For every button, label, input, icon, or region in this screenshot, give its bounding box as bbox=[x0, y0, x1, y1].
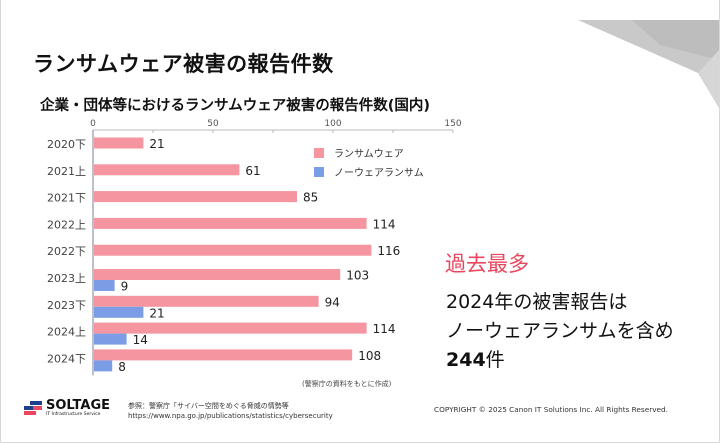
bar-value-label: 116 bbox=[377, 244, 400, 258]
message-line1: 2024年の被害報告は bbox=[446, 291, 628, 313]
ransomware-bar bbox=[94, 137, 144, 149]
noware-ransom-bar bbox=[94, 306, 144, 318]
y-category-label: 2021上 bbox=[47, 165, 86, 178]
bar-value-label: 8 bbox=[118, 360, 126, 374]
source-line1: 参照：警察庁「サイバー空間をめぐる脅威の情勢等 bbox=[128, 402, 289, 410]
ransomware-bar bbox=[94, 164, 240, 176]
y-category-label: 2020下 bbox=[47, 138, 86, 151]
x-tick-label: 50 bbox=[207, 119, 219, 129]
x-tick-label: 150 bbox=[444, 119, 461, 129]
chart-note: (警察庁の資料をもとに作成) bbox=[302, 380, 392, 388]
y-category-label: 2021下 bbox=[47, 192, 86, 205]
legend-swatch bbox=[314, 148, 324, 158]
soltage-logo: SOLTAGE IT Infrastructure Service bbox=[24, 399, 110, 417]
bar-value-label: 9 bbox=[121, 280, 129, 294]
legend-label: ノーウェアランサム bbox=[334, 167, 424, 179]
legend-swatch bbox=[314, 167, 324, 177]
source-url[interactable]: https://www.npa.go.jp/publications/stati… bbox=[128, 412, 333, 420]
noware-ransom-bar bbox=[94, 333, 127, 345]
bar-value-label: 14 bbox=[133, 333, 148, 347]
ransomware-bar bbox=[94, 349, 353, 361]
message-unit: 件 bbox=[485, 349, 505, 371]
ransomware-bar bbox=[94, 244, 372, 256]
y-category-label: 2022上 bbox=[47, 218, 86, 231]
y-category-label: 2023上 bbox=[47, 272, 86, 285]
y-category-label: 2024下 bbox=[47, 352, 86, 365]
bar-value-label: 21 bbox=[149, 306, 164, 320]
copyright: COPYRIGHT © 2025 Canon IT Solutions Inc.… bbox=[434, 405, 668, 414]
y-category-label: 2024上 bbox=[47, 326, 86, 339]
noware-ransom-bar bbox=[94, 360, 113, 372]
ransomware-bar bbox=[94, 295, 319, 307]
bar-value-label: 108 bbox=[358, 349, 381, 363]
x-tick-label: 100 bbox=[324, 119, 341, 129]
ransomware-bar bbox=[94, 269, 341, 280]
bar-value-label: 61 bbox=[245, 164, 260, 178]
source-reference: 参照：警察庁「サイバー空間をめぐる脅威の情勢等 https://www.npa.… bbox=[128, 401, 333, 421]
message-count: 244 bbox=[446, 349, 486, 371]
message: 2024年の被害報告は ノーウェアランサムを含め 244件 bbox=[446, 288, 674, 375]
bar-value-label: 103 bbox=[346, 269, 369, 283]
logo-mark-icon bbox=[24, 401, 42, 415]
highlight-text: 過去最多 bbox=[445, 252, 529, 276]
message-line2: ノーウェアランサムを含め bbox=[446, 320, 674, 342]
ransomware-bar bbox=[94, 322, 367, 334]
y-category-label: 2022下 bbox=[47, 245, 86, 258]
legend-label: ランサムウェア bbox=[334, 148, 404, 160]
chart-title: 企業・団体等におけるランサムウェア被害の報告件数(国内) bbox=[40, 98, 430, 114]
logo-name: SOLTAGE bbox=[46, 398, 111, 413]
ransomware-bar bbox=[94, 217, 367, 229]
ransomware-bar bbox=[94, 191, 297, 203]
logo-sub: IT Infrastructure Service bbox=[46, 412, 101, 417]
bar-value-label: 114 bbox=[373, 217, 396, 231]
noware-ransom-bar bbox=[94, 280, 115, 291]
slide-title: ランサムウェア被害の報告件数 bbox=[33, 52, 334, 76]
y-category-label: 2023下 bbox=[47, 299, 86, 312]
bar-value-label: 94 bbox=[325, 295, 340, 309]
bar-value-label: 85 bbox=[303, 191, 318, 205]
bar-value-label: 114 bbox=[373, 322, 396, 336]
bar-value-label: 21 bbox=[149, 137, 164, 151]
x-tick-label: 0 bbox=[90, 119, 96, 129]
